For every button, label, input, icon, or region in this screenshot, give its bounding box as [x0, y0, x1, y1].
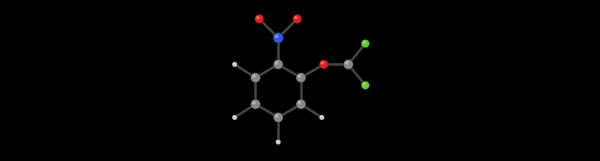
Circle shape: [362, 41, 365, 44]
Circle shape: [321, 62, 324, 65]
Circle shape: [252, 101, 256, 104]
Circle shape: [251, 73, 260, 83]
Circle shape: [275, 139, 281, 145]
Circle shape: [319, 60, 328, 69]
Circle shape: [256, 16, 260, 19]
Circle shape: [361, 81, 370, 89]
Circle shape: [275, 114, 278, 118]
Circle shape: [232, 62, 238, 67]
Circle shape: [298, 74, 301, 78]
Circle shape: [273, 59, 283, 69]
Circle shape: [251, 99, 260, 109]
Circle shape: [277, 140, 278, 142]
Circle shape: [296, 73, 306, 83]
Circle shape: [233, 116, 235, 118]
Circle shape: [320, 116, 322, 118]
Circle shape: [294, 16, 298, 19]
Circle shape: [275, 34, 278, 38]
Circle shape: [298, 101, 301, 104]
Circle shape: [275, 61, 278, 65]
Circle shape: [362, 83, 365, 85]
Circle shape: [343, 59, 353, 69]
Circle shape: [319, 115, 325, 120]
Circle shape: [361, 39, 370, 48]
Circle shape: [273, 113, 283, 122]
Circle shape: [345, 61, 349, 65]
Circle shape: [232, 115, 238, 120]
Circle shape: [252, 74, 256, 78]
Circle shape: [255, 14, 264, 24]
Circle shape: [293, 14, 302, 24]
Circle shape: [296, 99, 306, 109]
Circle shape: [233, 63, 235, 65]
Circle shape: [273, 33, 284, 43]
